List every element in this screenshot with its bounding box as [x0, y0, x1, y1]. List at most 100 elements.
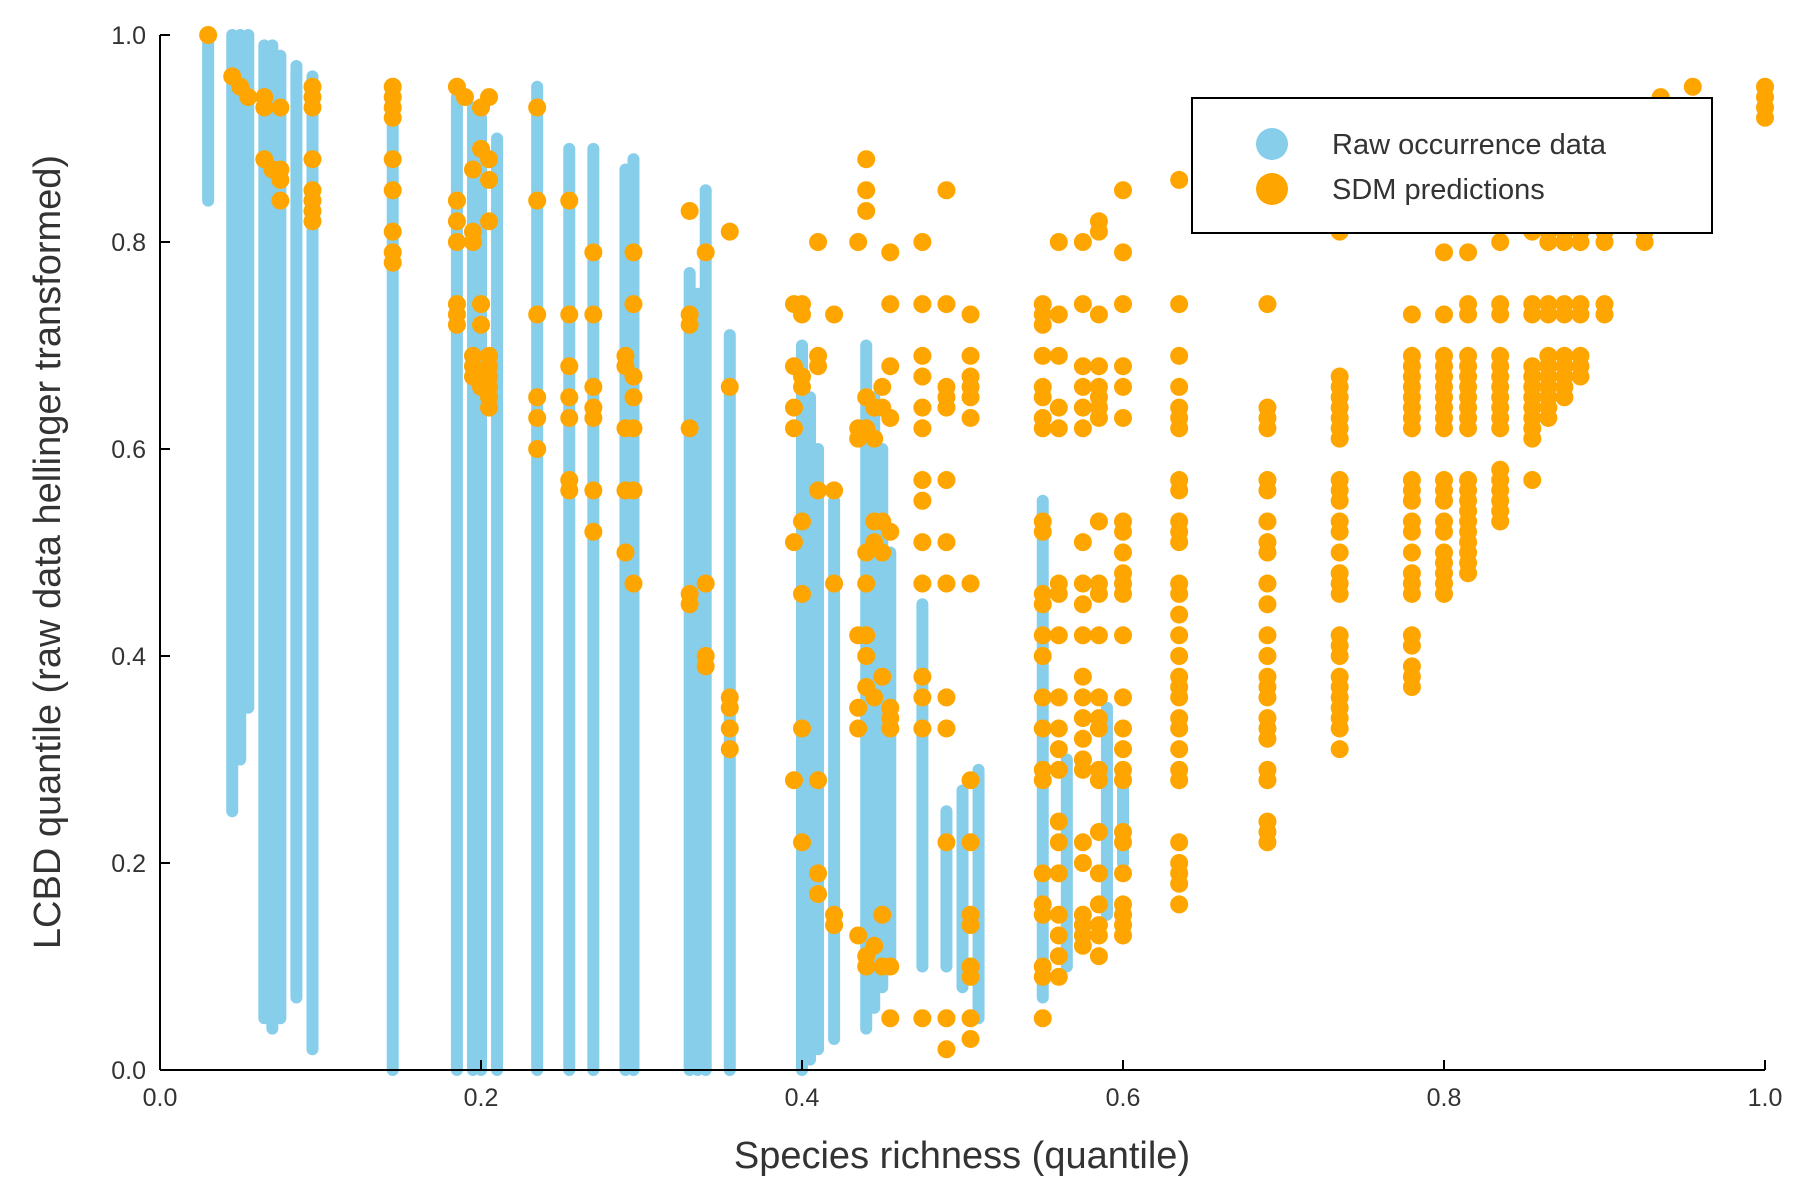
sdm-point — [1170, 170, 1189, 189]
sdm-point — [1595, 233, 1614, 251]
sdm-point — [1491, 305, 1510, 324]
y-tick-label: 0.4 — [111, 643, 146, 671]
sdm-point — [1073, 357, 1092, 376]
sdm-point — [937, 471, 956, 490]
x-tick-label: 0.0 — [143, 1084, 178, 1112]
sdm-point — [528, 305, 547, 324]
sdm-point — [913, 533, 932, 552]
y-tick-label: 0.2 — [111, 850, 146, 878]
sdm-point — [873, 543, 892, 562]
sdm-point — [1049, 305, 1068, 324]
sdm-point — [696, 243, 715, 262]
sdm-point — [1049, 233, 1068, 251]
sdm-point — [1555, 305, 1574, 324]
sdm-point — [961, 833, 980, 852]
sdm-point — [1402, 543, 1421, 562]
sdm-point — [881, 719, 900, 738]
sdm-point — [809, 771, 828, 790]
sdm-point — [1049, 833, 1068, 852]
sdm-point — [1073, 233, 1092, 251]
sdm-point — [1114, 357, 1132, 376]
sdm-point — [1049, 926, 1068, 945]
raw-data-column — [274, 49, 287, 1025]
sdm-point — [825, 916, 844, 935]
raw-data-column — [242, 29, 255, 714]
sdm-point — [937, 295, 956, 314]
sdm-point — [1170, 874, 1189, 893]
sdm-point — [1089, 895, 1108, 914]
sdm-point — [1258, 512, 1277, 531]
sdm-point — [1073, 398, 1092, 417]
sdm-point — [680, 201, 699, 220]
sdm-point — [1170, 584, 1189, 603]
sdm-point — [857, 626, 876, 645]
sdm-point — [873, 377, 892, 396]
sdm-point — [1523, 471, 1542, 490]
sdm-point — [881, 522, 900, 541]
sdm-point — [865, 688, 884, 707]
sdm-point — [271, 191, 290, 210]
sdm-point — [913, 667, 932, 686]
sdm-point — [1033, 864, 1052, 883]
sdm-point — [784, 398, 803, 417]
sdm-point — [720, 719, 739, 738]
sdm-point — [857, 574, 876, 593]
sdm-point — [1258, 595, 1277, 614]
sdm-point — [1033, 905, 1052, 924]
sdm-point — [1089, 512, 1108, 531]
sdm-point — [1033, 719, 1052, 738]
sdm-point — [1258, 833, 1277, 852]
raw-occurrence-points — [202, 29, 1129, 1077]
sdm-point — [584, 481, 603, 500]
sdm-point — [560, 388, 579, 407]
sdm-point — [1435, 419, 1453, 438]
sdm-point — [937, 719, 956, 738]
sdm-point — [1033, 1009, 1052, 1028]
sdm-point — [1258, 626, 1277, 645]
raw-data-column — [563, 142, 576, 1077]
sdm-point — [1435, 522, 1453, 541]
sdm-point — [793, 377, 811, 396]
sdm-point — [937, 833, 956, 852]
sdm-point — [1089, 357, 1108, 376]
sdm-point — [463, 160, 482, 179]
sdm-point — [1330, 584, 1349, 603]
sdm-prediction-points — [199, 26, 1774, 1059]
sdm-point — [1089, 926, 1108, 945]
x-axis-label: Species richness (quantile) — [734, 1135, 1190, 1177]
sdm-point — [1073, 595, 1092, 614]
sdm-point — [1114, 926, 1132, 945]
sdm-point — [857, 957, 876, 976]
sdm-point — [913, 367, 932, 386]
sdm-point — [873, 667, 892, 686]
sdm-point — [1114, 626, 1132, 645]
sdm-point — [1114, 522, 1132, 541]
y-tick-label: 1.0 — [111, 22, 146, 50]
sdm-point — [857, 181, 876, 200]
sdm-point — [1258, 647, 1277, 665]
sdm-point — [383, 150, 402, 169]
sdm-point — [1258, 771, 1277, 790]
sdm-point — [784, 419, 803, 438]
sdm-point — [1555, 388, 1574, 407]
y-axis-label: LCBD quantile (raw data hellinger transf… — [27, 155, 69, 949]
sdm-point — [1033, 595, 1052, 614]
sdm-point — [937, 398, 956, 417]
sdm-point — [1073, 295, 1092, 314]
sdm-point — [624, 243, 643, 262]
sdm-point — [1491, 419, 1510, 438]
sdm-point — [528, 388, 547, 407]
sdm-point — [913, 719, 932, 738]
sdm-point — [472, 295, 490, 314]
sdm-point — [937, 574, 956, 593]
sdm-point — [696, 574, 715, 593]
sdm-point — [1089, 719, 1108, 738]
sdm-point — [913, 419, 932, 438]
raw-data-column — [1036, 494, 1049, 1004]
sdm-point — [1402, 419, 1421, 438]
sdm-point — [239, 88, 258, 107]
sdm-point — [1114, 740, 1132, 759]
raw-data-column — [450, 91, 463, 1077]
sdm-point — [793, 512, 811, 531]
